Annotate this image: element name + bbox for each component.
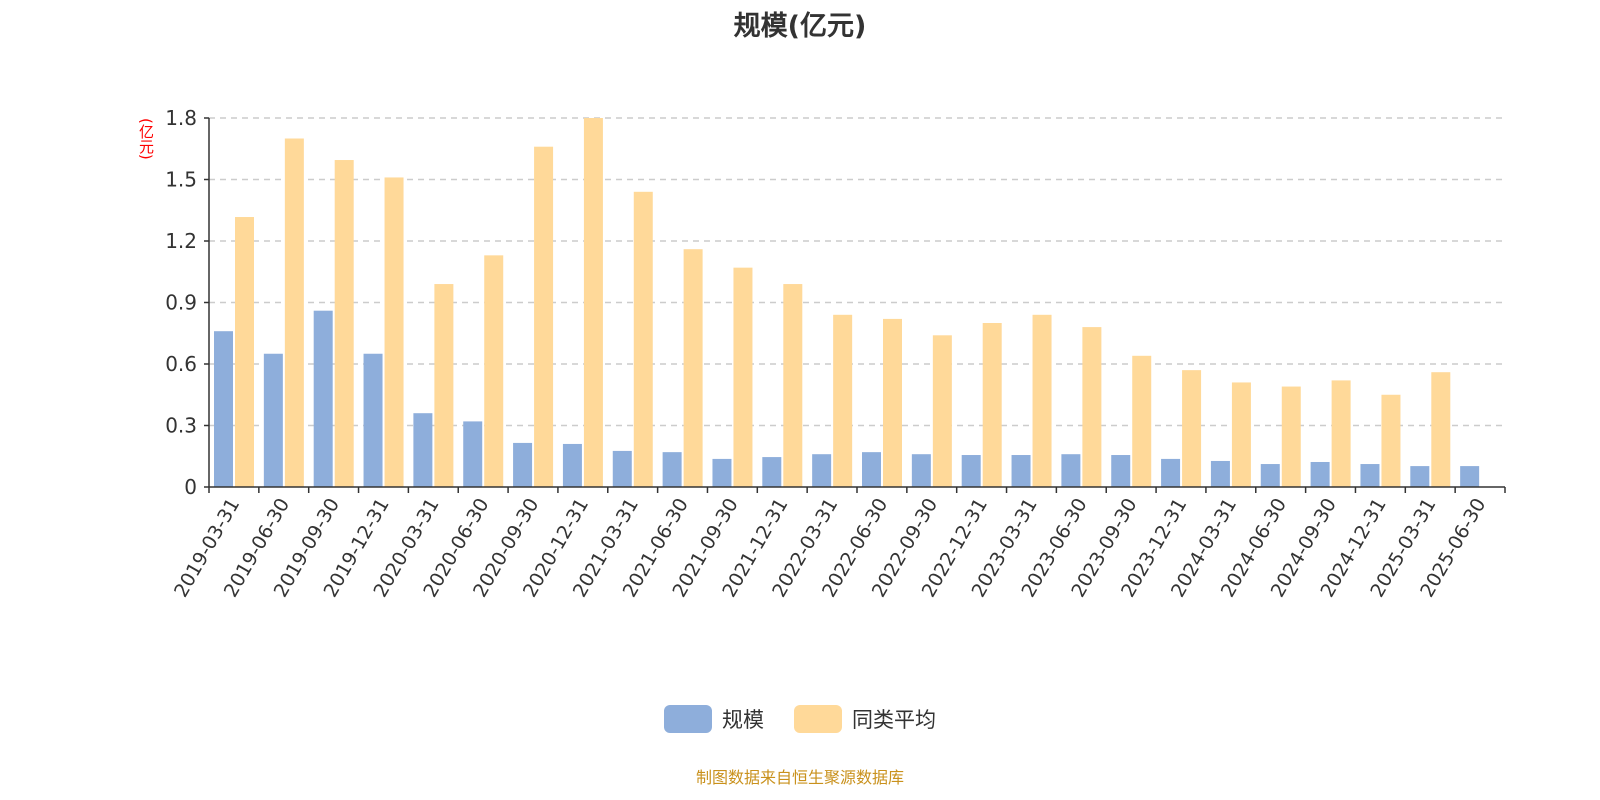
bar-scale <box>712 458 732 487</box>
bar-peer-average <box>1132 355 1152 487</box>
bar-peer-average <box>1082 327 1102 487</box>
bar-scale <box>413 413 433 487</box>
y-tick-label: 1.5 <box>165 168 197 192</box>
bar-scale <box>1061 454 1081 487</box>
bar-peer-average <box>982 323 1002 487</box>
y-tick-label: 1.2 <box>165 229 197 253</box>
bar-peer-average <box>1381 394 1401 487</box>
legend-label: 规模 <box>722 708 764 732</box>
bar-scale <box>1260 464 1280 487</box>
bar-peer-average <box>1182 370 1202 487</box>
bar-peer-average <box>633 191 653 488</box>
bar-scale <box>612 450 632 487</box>
bar-peer-average <box>883 318 902 487</box>
bar-peer-average <box>733 267 753 487</box>
bar-scale <box>1410 466 1430 487</box>
bar-scale <box>463 421 483 487</box>
source-note: 制图数据来自恒生聚源数据库 <box>695 768 904 787</box>
bar-peer-average <box>534 146 554 487</box>
y-axis-label: (亿元) <box>137 118 155 160</box>
bar-scale <box>214 331 233 487</box>
legend-swatch <box>794 705 842 733</box>
bar-scale <box>1460 466 1480 487</box>
bar-peer-average <box>434 284 454 487</box>
bar-scale <box>662 452 682 487</box>
chart-title: 规模(亿元) <box>733 11 867 42</box>
bar-scale <box>1210 460 1230 487</box>
legend: 规模 同类平均 <box>0 704 1600 734</box>
bar-scale <box>911 454 931 487</box>
bar-scale <box>961 455 981 487</box>
bar-scale <box>562 443 582 487</box>
bar-scale <box>313 310 333 487</box>
legend-swatch <box>664 705 712 733</box>
bar-peer-average <box>284 138 304 487</box>
bar-scale <box>1161 458 1181 487</box>
bar-peer-average <box>583 118 603 487</box>
legend-label: 同类平均 <box>852 708 936 732</box>
bar-scale <box>1310 461 1330 487</box>
y-tick-label: 0 <box>184 475 197 499</box>
y-tick-label: 1.8 <box>165 106 197 130</box>
y-tick-label: 0.3 <box>165 414 197 438</box>
y-tick-label: 0.6 <box>165 352 197 376</box>
y-tick-label: 0.9 <box>165 291 197 315</box>
bar-peer-average <box>1032 314 1052 487</box>
legend-item-peer-average[interactable]: 同类平均 <box>794 704 936 734</box>
bar-scale <box>1360 464 1380 487</box>
bar-peer-average <box>1231 382 1251 487</box>
bar-peer-average <box>1431 372 1451 487</box>
bar-scale <box>513 442 533 487</box>
bar-peer-average <box>235 217 254 487</box>
bar-chart: 00.30.60.91.21.51.82019-03-312019-06-302… <box>165 106 1506 601</box>
bar-scale <box>812 454 832 487</box>
bar-scale <box>363 353 383 487</box>
bar-peer-average <box>1331 380 1351 487</box>
bar-scale <box>1011 455 1031 487</box>
bar-peer-average <box>484 255 504 487</box>
bar-peer-average <box>932 335 952 487</box>
bar-peer-average <box>384 177 404 487</box>
bar-peer-average <box>783 284 803 487</box>
legend-item-scale[interactable]: 规模 <box>664 704 764 734</box>
bar-peer-average <box>334 160 354 487</box>
bar-peer-average <box>1281 386 1301 487</box>
bar-peer-average <box>833 314 853 487</box>
bar-scale <box>762 457 782 487</box>
bar-scale <box>1111 455 1131 487</box>
bar-scale <box>862 452 881 487</box>
bar-scale <box>263 353 283 487</box>
bar-peer-average <box>683 249 703 487</box>
